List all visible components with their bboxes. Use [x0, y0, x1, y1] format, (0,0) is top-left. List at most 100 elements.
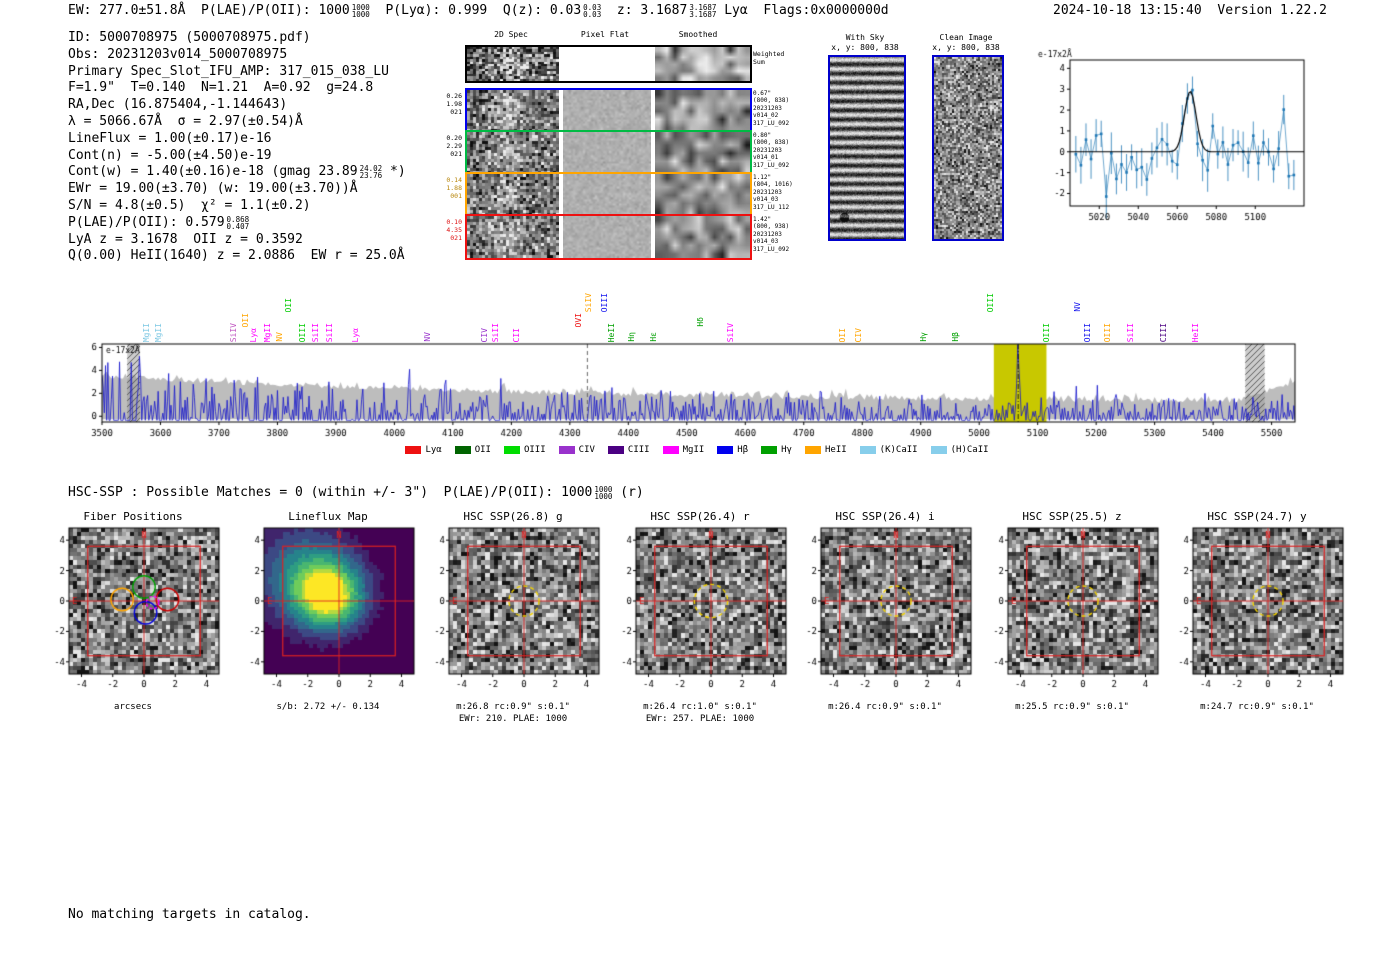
- fraction-top: 0.868: [226, 214, 250, 224]
- legend-label: CIV: [578, 445, 595, 455]
- legend-item: CIV: [558, 445, 595, 455]
- emission-line-label: NV: [1072, 302, 1082, 312]
- spec2d-row-right-label: 1.12" (804, 1016) 20231203 v014_03 317_LU_11…: [753, 174, 793, 211]
- spec2d-row-left-label: 0.20 2.29 021: [446, 134, 462, 158]
- legend-label: (H)CaII: [950, 445, 989, 455]
- info-line: λ = 5066.67Å σ = 2.97(±0.54)Å: [68, 114, 406, 131]
- legend-swatch: [859, 446, 876, 454]
- text-segment: ID: 5000708975 (5000708975.pdf): [68, 30, 311, 45]
- text-segment: F=1.9" T=0.140 N=1.21 A=0.92 g=24.8: [68, 80, 374, 96]
- fraction-top: 3.1687: [689, 3, 717, 12]
- spec2d-cell-image: [655, 90, 750, 132]
- text-segment: Primary Spec_Slot_IFU_AMP: 317_015_038_L…: [68, 63, 389, 79]
- legend-label: Hγ: [781, 445, 792, 455]
- stacked-fraction: 0.868 0.407: [226, 214, 250, 231]
- text-segment: Lyα Flags:0x0000000d: [716, 3, 889, 18]
- full-spectrum-canvas: [88, 338, 1306, 442]
- text-segment: Cont(w) = 1.40(±0.16)e-18 (gmag 23.89: [68, 164, 358, 180]
- legend-label: MgII: [682, 445, 705, 455]
- text-segment: P(LAE)/P(OII): 0.579: [68, 214, 225, 230]
- cutout-panel-image: HSC SSP(25.5) z m:25.5 rc:0.9" s:0.1": [979, 510, 1165, 714]
- cutout-image-canvas: [795, 526, 975, 698]
- legend-label: OII: [474, 445, 491, 455]
- emission-line-label: OII: [284, 297, 294, 312]
- spec2d-row-right-label: 1.42" (800, 938) 20231203 v014_03 317_LU_092: [753, 216, 790, 253]
- legend-item: (K)CaII: [859, 445, 918, 455]
- cutout-caption: arcsecs: [114, 702, 152, 712]
- stacked-fraction: 0.03 0.03: [583, 3, 602, 19]
- text-segment: EWr = 19.00(±3.70) (w: 19.00(±3.70))Å: [68, 181, 358, 197]
- fraction-bottom: 3.1687: [689, 10, 717, 19]
- stacked-fraction: 3.1687 3.1687: [689, 3, 717, 19]
- cutout-image-canvas: [238, 526, 418, 698]
- text-segment: HSC-SSP : Possible Matches = 0 (within +…: [68, 485, 593, 500]
- spec2d-cell-image: [563, 132, 651, 174]
- spec2d-cell-image: [655, 174, 750, 216]
- spec2d-fiber-row: [465, 214, 752, 260]
- spectrum-legend: Lyα OII OIII CIV CIII MgII Hβ Hγ HeII (K)CaII (H)C…: [88, 445, 1306, 455]
- cutout-title: HSC SSP(26.8) g: [463, 510, 563, 523]
- spec2d-weighted-row: [465, 45, 752, 83]
- spec2d-fiber-row: [465, 130, 752, 176]
- text-segment: LyA z = 3.1678 OII z = 0.3592: [68, 231, 303, 247]
- fraction-top: 1000: [351, 3, 370, 12]
- info-line: EWr = 19.00(±3.70) (w: 19.00(±3.70))Å: [68, 181, 406, 198]
- legend-swatch: [717, 446, 734, 454]
- text-segment: (r): [612, 485, 644, 500]
- text-segment: Q(0.00) HeII(1640) z = 2.0886 EW r = 25.…: [68, 248, 405, 264]
- spec2d-row-left-label: 0.10 4.35 021: [446, 218, 462, 242]
- cutout-caption: m:26.8 rc:0.9" s:0.1": [456, 702, 570, 712]
- spec2d-cell-image: [467, 216, 559, 258]
- zoom-spectrum-canvas: [1032, 48, 1310, 234]
- info-line: P(LAE)/P(OII): 0.579 0.868 0.407: [68, 215, 406, 232]
- fraction-bottom: 0.407: [226, 221, 250, 231]
- footer-line: No matching targets in catalog.: [68, 907, 311, 922]
- info-line: F=1.9" T=0.140 N=1.21 A=0.92 g=24.8: [68, 80, 406, 97]
- sky-image-canvas: [828, 55, 906, 241]
- spec2d-cell-image: [563, 174, 651, 216]
- emission-line-label: OIII: [986, 292, 996, 312]
- cutout-title: HSC SSP(24.7) y: [1207, 510, 1307, 523]
- info-line: ID: 5000708975 (5000708975.pdf): [68, 30, 406, 47]
- clean-panel-coords: x, y: 800, 838: [932, 43, 1000, 52]
- spec2d-cell-image: [467, 47, 559, 81]
- cutout-caption: EWr: 210. PLAE: 1000: [458, 713, 568, 724]
- info-line: LyA z = 3.1678 OII z = 0.3592: [68, 232, 406, 249]
- spec2d-row-left-label: 0.26 1.98 021: [446, 92, 462, 116]
- legend-swatch: [454, 446, 471, 454]
- legend-label: CIII: [627, 445, 650, 455]
- legend-swatch: [662, 446, 679, 454]
- cutout-title: HSC SSP(25.5) z: [1022, 510, 1122, 523]
- legend-label: Hβ: [737, 445, 749, 455]
- fraction-bottom: 23.76: [359, 171, 383, 181]
- fraction-top: 24.02: [359, 164, 383, 174]
- cutout-panel-image: HSC SSP(26.4) i m:26.4 rc:0.9" s:0.1": [792, 510, 978, 714]
- cutout-panel-image: HSC SSP(24.7) y m:24.7 rc:0.9" s:0.1": [1164, 510, 1350, 714]
- legend-swatch: [503, 446, 520, 454]
- report-timestamp: 2024-10-18 13:15:40: [1053, 3, 1202, 18]
- spec2d-cell-image: [563, 216, 651, 258]
- text-segment: EW: 277.0±51.8Å P(LAE)/P(OII): 1000: [68, 3, 350, 18]
- spec2d-row-right-label: 0.80" (800, 838) 20231203 v014_01 317_LU_092: [753, 132, 790, 169]
- info-line: Cont(w) = 1.40(±0.16)e-18 (gmag 23.89 24.…: [68, 164, 406, 181]
- col-title-smoothed: Smoothed: [678, 30, 718, 39]
- spec2d-cell-image: [655, 47, 750, 81]
- cutout-caption: m:24.7 rc:0.9" s:0.1": [1200, 702, 1314, 712]
- cutout-title: HSC SSP(26.4) i: [835, 510, 935, 523]
- legend-item: OIII: [503, 445, 546, 455]
- legend-label: OIII: [523, 445, 546, 455]
- cutout-caption: EWr: 257. PLAE: 1000: [645, 713, 755, 724]
- fraction-top: 0.03: [583, 3, 602, 12]
- clean-panel-title: Clean Image: [939, 33, 993, 42]
- info-line: Primary Spec_Slot_IFU_AMP: 317_015_038_L…: [68, 64, 406, 81]
- legend-item: MgII: [662, 445, 705, 455]
- legend-swatch: [558, 446, 575, 454]
- emission-line-label: OII: [241, 312, 251, 327]
- text-segment: RA,Dec (16.875404,-1.144643): [68, 97, 288, 113]
- detection-info-block: ID: 5000708975 (5000708975.pdf) Obs: 2023…: [68, 30, 406, 265]
- text-segment: S/N = 4.8(±0.5) χ² = 1.1(±0.2): [68, 197, 311, 213]
- fraction-bottom: 0.03: [583, 10, 602, 19]
- cutout-caption: m:26.4 rc:1.0" s:0.1": [643, 702, 757, 712]
- cutout-image-canvas: [982, 526, 1162, 698]
- legend-swatch: [804, 446, 821, 454]
